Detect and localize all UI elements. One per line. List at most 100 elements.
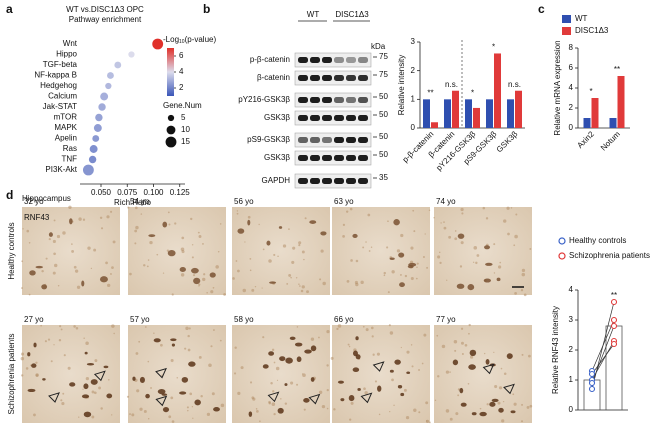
cell-speck [192,274,196,277]
cell-speck [299,285,301,287]
cell-speck [378,413,381,416]
cell-speck [113,332,115,335]
blot-band [298,115,308,121]
cell-speck [215,265,219,269]
cell-speck [212,286,215,289]
cell-speck [131,413,135,417]
micrograph [232,325,330,423]
arrowhead [155,367,167,379]
cell [27,388,36,393]
legend-title-part: -Log [163,35,179,44]
cell-speck [150,387,152,389]
cell [452,359,459,366]
cell-speck [349,418,352,421]
blot-strip [294,173,372,189]
cell-speck [389,410,391,413]
significance: n.s. [508,80,521,89]
blot-band [358,75,368,81]
cell-speck [87,246,91,250]
arrowhead [48,392,60,403]
cell-speck [192,417,194,419]
cell-speck [258,223,260,226]
y-tick-label: Ras [63,144,77,153]
dot [107,72,114,79]
blot-band [310,115,320,121]
cell-speck [346,210,349,213]
cell [262,364,269,369]
x-tick-label: 0.125 [170,188,191,197]
y-tick-label: 4 [569,83,574,92]
cell-speck [53,252,56,256]
cell [296,356,302,363]
cell-speck [33,413,36,417]
cell-speck [526,406,530,409]
cell-speck [413,230,416,233]
dot [92,135,100,142]
cell-speck [467,382,470,385]
region-label: Hippocampus [22,194,71,203]
cell-speck [99,216,103,220]
blot-strip [294,92,372,108]
cell-speck [405,416,410,420]
blot-band [322,75,332,81]
size-key-label: 15 [181,137,190,146]
cell [132,376,136,381]
bar [515,90,522,128]
size-key-label: 10 [181,125,190,134]
cell-speck [21,260,24,263]
cell [170,338,177,342]
cell-speck [160,343,163,347]
cell [479,411,487,417]
blot-band [322,137,332,143]
cell-speck [336,327,339,330]
cell-speck [138,340,141,343]
cell-speck [252,397,256,401]
cell-speck [520,289,524,292]
blot-band [310,57,320,63]
cell-speck [468,323,471,327]
cell-speck [187,348,191,352]
cell-speck [197,231,200,234]
cell-speck [129,272,132,276]
cell [266,240,271,246]
size-key-label: 5 [181,113,186,122]
blot-band [322,155,332,161]
cell-speck [262,248,265,251]
cell-speck [350,259,353,262]
cell-speck [461,212,464,215]
cell-speck [295,277,298,279]
cell [83,383,89,390]
cell-speck [498,386,503,390]
cell-speck [107,283,111,288]
cell [397,385,403,389]
cell-speck [106,215,110,219]
cell-speck [506,206,510,210]
point [610,316,618,324]
blot-band [298,57,308,63]
cell-speck [411,365,414,368]
cell-speck [273,412,276,416]
cell-speck [198,283,201,286]
cell-speck [30,364,32,367]
kda-label: 50 [379,92,388,101]
blot-band [358,155,368,161]
cell [309,220,317,224]
blot-strip [294,150,372,166]
cell [408,262,417,267]
cell-speck [200,395,203,398]
cell [355,336,359,341]
cell [393,219,400,226]
cell-speck [296,383,299,386]
cell-speck [76,285,81,289]
cell-speck [219,223,222,225]
cell [277,407,284,414]
cell [269,281,277,284]
cell [485,262,493,266]
cell-speck [91,390,95,394]
cell-speck [26,229,30,233]
panel-label: d [6,188,13,202]
cell-speck [234,346,237,349]
cell-speck [217,251,220,253]
cell-speck [457,394,460,397]
cell-speck [326,330,330,334]
